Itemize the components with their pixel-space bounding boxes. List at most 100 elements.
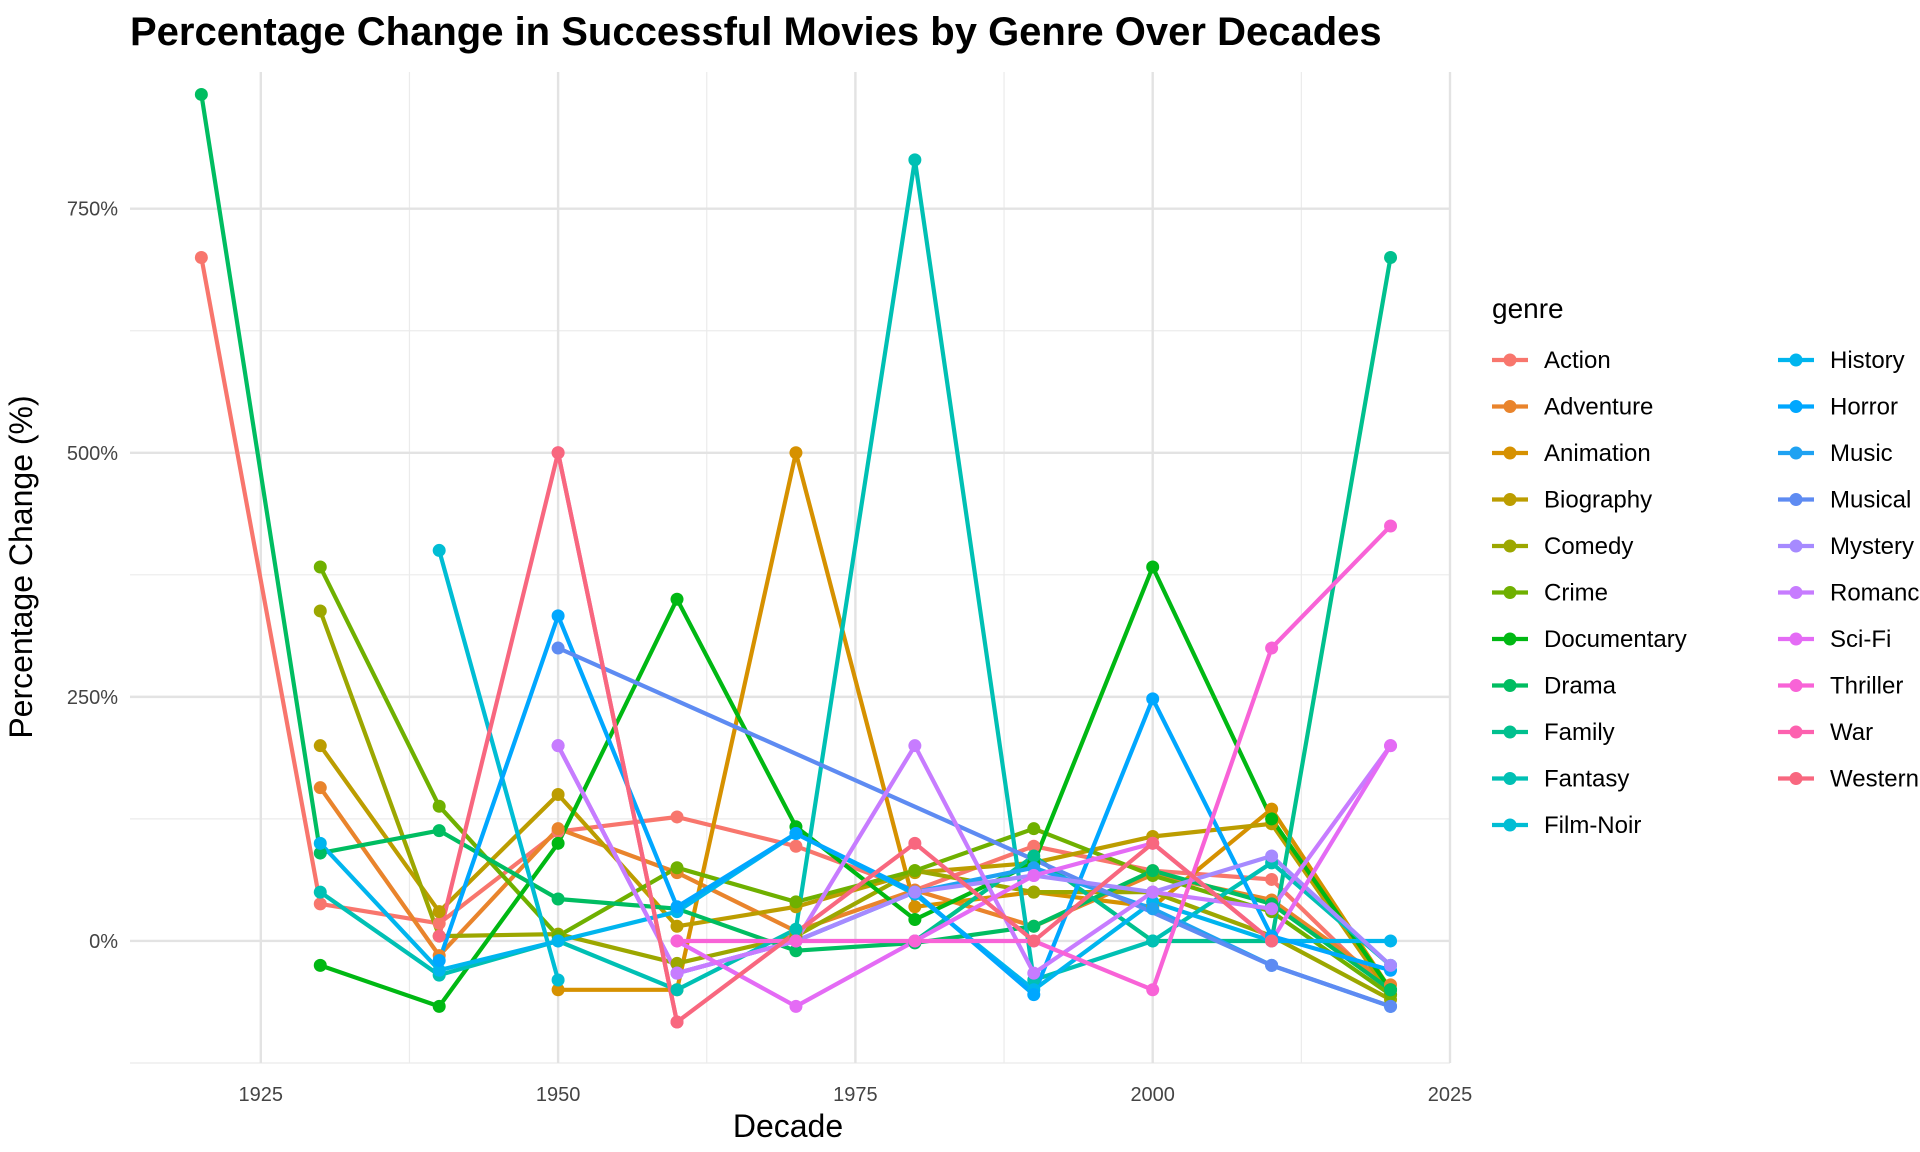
series-line-documentary xyxy=(318,564,1393,1009)
data-point-drama xyxy=(194,87,208,101)
legend-key-point xyxy=(1789,353,1803,367)
legend-label: Mystery xyxy=(1830,533,1914,560)
legend-key-point xyxy=(1503,818,1517,832)
data-point-drama xyxy=(1027,919,1041,933)
y-tick-label: 250% xyxy=(67,687,118,709)
data-point-western xyxy=(670,1015,684,1029)
legend-item-history: History xyxy=(1778,347,1905,374)
legend-item-sci-fi: Sci-Fi xyxy=(1778,626,1891,653)
series-points xyxy=(194,87,1398,1029)
legend-item-mystery: Mystery xyxy=(1778,533,1914,560)
legend-item-horror: Horror xyxy=(1778,394,1898,421)
legend-item-western: Western xyxy=(1778,766,1919,793)
legend-key-point xyxy=(1503,725,1517,739)
legend-key-point xyxy=(1789,679,1803,692)
data-point-fantasy xyxy=(789,922,803,936)
data-point-fantasy xyxy=(1146,934,1160,948)
legend: Action Adventure Animation Biography Comedy C… xyxy=(1492,347,1920,839)
data-point-romance xyxy=(670,966,684,980)
data-point-biography xyxy=(670,919,684,933)
data-point-documentary xyxy=(1146,560,1160,574)
y-tick-label: 750% xyxy=(67,199,118,221)
legend-item-war: War xyxy=(1778,719,1873,746)
data-point-history xyxy=(551,934,565,948)
data-point-romance xyxy=(908,739,922,753)
data-point-mystery xyxy=(908,885,922,899)
data-point-family xyxy=(1384,251,1398,265)
data-point-romance xyxy=(551,739,565,753)
data-point-crime xyxy=(789,895,803,909)
legend-item-crime: Crime xyxy=(1492,580,1608,607)
legend-label: Drama xyxy=(1544,673,1617,700)
legend-label: Fantasy xyxy=(1544,766,1629,793)
data-point-western xyxy=(1027,934,1041,948)
data-point-comedy xyxy=(670,956,684,970)
data-point-musical xyxy=(1265,958,1279,972)
series-line-film-noir xyxy=(437,548,561,983)
data-point-horror xyxy=(789,827,803,841)
legend-key-point xyxy=(1503,493,1517,506)
legend-item-adventure: Adventure xyxy=(1492,394,1653,421)
data-point-sci-fi xyxy=(1027,869,1041,883)
legend-key-point xyxy=(1503,539,1517,553)
x-axis-tick-labels: 1925 1950 1975 2000 2025 xyxy=(239,1084,1473,1106)
legend-key-point xyxy=(1789,772,1803,785)
data-point-sci-fi xyxy=(1384,739,1398,753)
y-tick-label: 500% xyxy=(67,443,118,465)
data-point-comedy xyxy=(1027,885,1041,899)
data-point-drama xyxy=(551,892,565,906)
data-point-animation xyxy=(551,983,565,997)
data-point-action xyxy=(1027,839,1041,853)
data-point-crime xyxy=(670,861,684,875)
legend-label: History xyxy=(1830,347,1905,374)
legend-label: Animation xyxy=(1544,440,1651,467)
data-point-western xyxy=(432,929,446,943)
x-tick-label: 1950 xyxy=(536,1084,581,1106)
data-point-mystery xyxy=(1384,958,1398,972)
data-point-comedy xyxy=(313,604,327,618)
legend-label: War xyxy=(1830,719,1873,746)
legend-key-point xyxy=(1789,725,1803,739)
x-tick-label: 2000 xyxy=(1130,1084,1175,1106)
y-axis-title: Percentage Change (%) xyxy=(3,395,39,738)
data-point-romance xyxy=(1265,902,1279,916)
data-point-film-noir xyxy=(551,973,565,987)
x-tick-label: 1925 xyxy=(239,1084,284,1106)
data-point-thriller xyxy=(670,934,684,948)
data-point-fantasy xyxy=(908,153,922,167)
legend-label: Romance xyxy=(1830,580,1920,607)
data-point-crime xyxy=(432,799,446,813)
data-point-thriller xyxy=(1384,519,1398,533)
data-point-mystery xyxy=(1265,849,1279,863)
data-point-fantasy xyxy=(313,885,327,899)
legend-item-comedy: Comedy xyxy=(1492,533,1633,560)
data-point-western xyxy=(551,446,565,460)
data-point-history xyxy=(313,836,327,850)
data-point-western xyxy=(1146,836,1160,850)
data-point-history xyxy=(1384,934,1398,948)
legend-label: Adventure xyxy=(1544,394,1653,421)
chart-title: Percentage Change in Successful Movies b… xyxy=(130,10,1382,54)
legend-item-drama: Drama xyxy=(1492,673,1617,700)
legend-label: Music xyxy=(1830,440,1893,467)
data-point-biography xyxy=(313,739,327,753)
data-point-documentary xyxy=(551,836,565,850)
x-axis-title: Decade xyxy=(733,1108,843,1144)
data-point-action xyxy=(1265,872,1279,886)
data-point-action xyxy=(194,251,208,265)
y-axis-tick-labels: 0% 250% 500% 750% xyxy=(67,199,118,953)
legend-label: Action xyxy=(1544,347,1611,374)
data-point-animation xyxy=(1265,802,1279,816)
legend-item-action: Action xyxy=(1492,347,1611,374)
data-point-thriller xyxy=(908,934,922,948)
data-point-sci-fi xyxy=(789,999,803,1013)
data-point-documentary xyxy=(432,999,446,1013)
data-point-horror xyxy=(670,900,684,914)
legend-item-romance: Romance xyxy=(1778,580,1920,607)
data-point-horror xyxy=(1146,692,1160,706)
data-point-biography xyxy=(432,905,446,919)
data-point-romance xyxy=(1146,885,1160,899)
legend-label: Musical xyxy=(1830,487,1911,514)
legend-key-point xyxy=(1789,446,1803,460)
